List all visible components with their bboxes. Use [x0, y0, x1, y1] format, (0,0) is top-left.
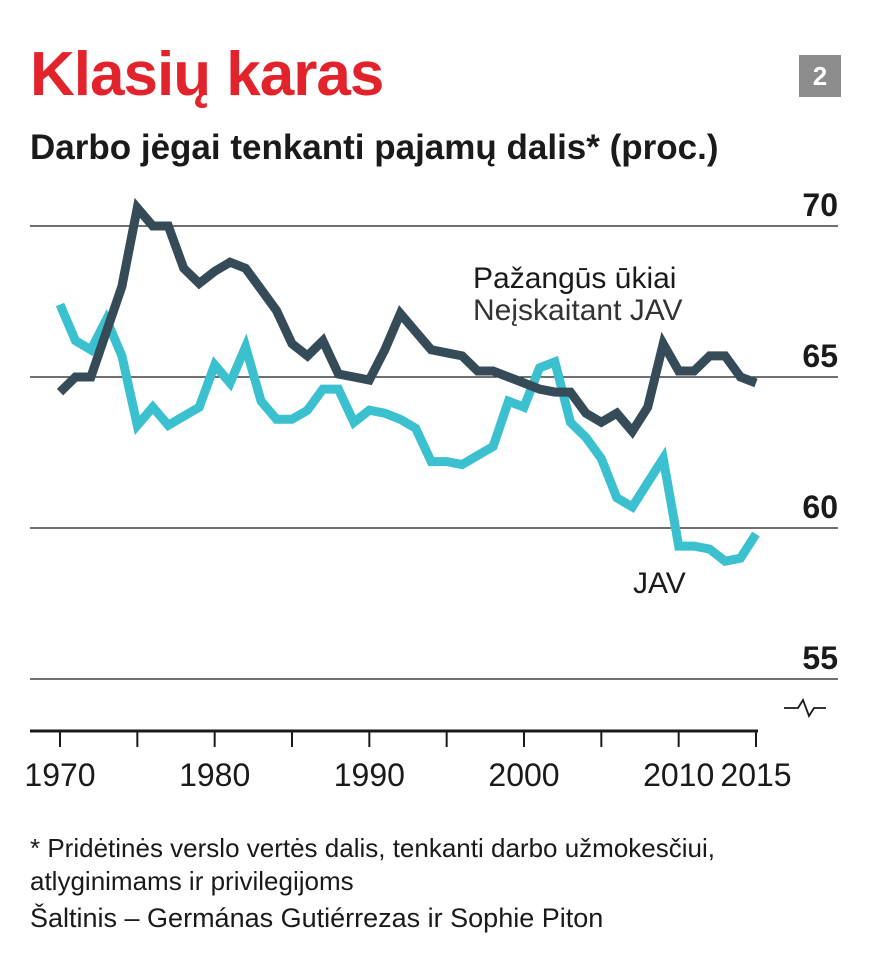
x-tick-label: 2015 — [720, 757, 791, 793]
y-tick-label: 70 — [802, 187, 838, 223]
chart-number-badge: 2 — [799, 55, 841, 97]
x-tick-label: 1970 — [24, 757, 95, 793]
series-label-advanced-economies: Pažangūs ūkiai — [473, 262, 676, 295]
series-sublabel-advanced-economies: Neįskaitant JAV — [473, 294, 683, 327]
y-tick-label: 55 — [802, 640, 838, 676]
y-tick-label: 60 — [802, 489, 838, 525]
series-line-usa — [55, 302, 760, 567]
footnote: * Pridėtinės verslo vertės dalis, tenkan… — [30, 833, 715, 896]
series-line-advanced-economies — [56, 197, 758, 439]
x-tick-label: 1980 — [179, 757, 250, 793]
chart-subtitle: Darbo jėgai tenkanti pajamų dalis* (proc… — [30, 128, 719, 167]
line-chart: 70 65 60 55 1970 1980 1990 2000 2010 2015 Pažangūs… — [24, 187, 838, 793]
series-label-usa: JAV — [633, 567, 686, 600]
x-tick-label: 1990 — [334, 757, 405, 793]
source-note: Šaltinis – Germánas Gutiérrezas ir Sophi… — [30, 903, 604, 933]
axis-break-icon — [784, 697, 826, 719]
x-tick-label: 2000 — [488, 757, 559, 793]
x-tick-label: 2010 — [643, 757, 714, 793]
y-tick-label: 65 — [802, 338, 838, 374]
chart-title: Klasių karas — [30, 40, 384, 109]
